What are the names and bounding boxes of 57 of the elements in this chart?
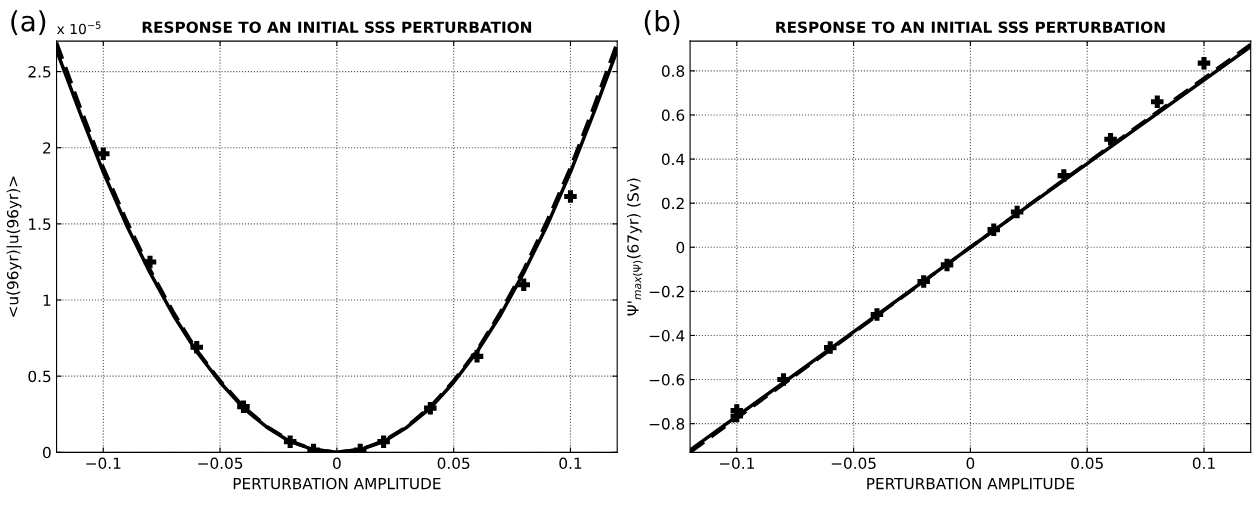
text: x 10$^{−5}$ <box>56 21 101 35</box>
point <box>470 350 484 363</box>
y-tick-label: 0.4 <box>661 153 685 166</box>
point <box>1151 95 1164 109</box>
x-axis-title: PERTURBATION AMPLITUDE <box>233 477 441 490</box>
x-tick-label: 0.05 <box>1071 457 1103 470</box>
text: (b) <box>644 10 680 35</box>
x-tick-label: 0.1 <box>1192 457 1215 470</box>
chart-title: RESPONSE TO AN INITIAL SSS PERTURBATION <box>142 21 532 33</box>
point <box>823 341 837 354</box>
y-tick-label: −0.4 <box>649 329 685 342</box>
y-tick-label: 0.6 <box>661 109 685 121</box>
point <box>987 223 1001 236</box>
x-tick-label: −0.1 <box>719 457 754 470</box>
point <box>377 435 390 448</box>
x-axis-title: PERTURBATION AMPLITUDE <box>867 477 1075 490</box>
point <box>940 258 954 272</box>
point <box>1104 132 1117 146</box>
y-tick-label: 1 <box>43 294 51 306</box>
x-tick-label: −0.05 <box>831 457 876 470</box>
y-tick-label: −0.2 <box>649 285 684 298</box>
x-tick-label: −0.05 <box>198 457 243 470</box>
y-tick-label: 1.5 <box>29 218 51 230</box>
point <box>190 340 203 354</box>
x-tick-label: 0 <box>333 457 341 470</box>
y-tick-label: 0 <box>42 446 51 459</box>
point <box>917 275 930 288</box>
x-tick-label: 0 <box>966 457 975 470</box>
x-tick-label: 0.1 <box>559 457 582 470</box>
point <box>307 443 320 453</box>
point <box>283 435 297 448</box>
y-tick-label: 2 <box>43 142 51 154</box>
y-tick-label: 2.5 <box>28 66 51 78</box>
y-tick-label: 0.8 <box>661 65 685 77</box>
text: (a) <box>11 10 46 35</box>
y-axis-title: <u(96yr)|u(96yr)> <box>6 176 22 317</box>
point <box>1057 169 1071 182</box>
y-axis-title: Ψ'$_{max(Ψ)}$(67yr) (Sv) <box>626 178 643 316</box>
point <box>237 400 250 413</box>
point <box>1010 205 1024 219</box>
x-tick-label: −0.1 <box>86 457 121 470</box>
point <box>353 443 367 453</box>
point <box>97 147 110 161</box>
y-tick-label: −0.8 <box>649 418 685 430</box>
point <box>143 255 157 269</box>
y-tick-label: 0.5 <box>28 370 51 383</box>
point <box>564 190 577 203</box>
point <box>777 373 790 386</box>
point <box>1197 56 1211 70</box>
point <box>517 278 531 292</box>
x-tick-label: 0.05 <box>437 457 470 470</box>
y-tick-label: 0 <box>676 241 685 254</box>
point <box>870 308 884 321</box>
point <box>424 401 437 415</box>
y-tick-label: 0.2 <box>661 197 684 210</box>
chart-title: RESPONSE TO AN INITIAL SSS PERTURBATION <box>776 21 1165 33</box>
y-tick-label: −0.6 <box>649 374 685 386</box>
